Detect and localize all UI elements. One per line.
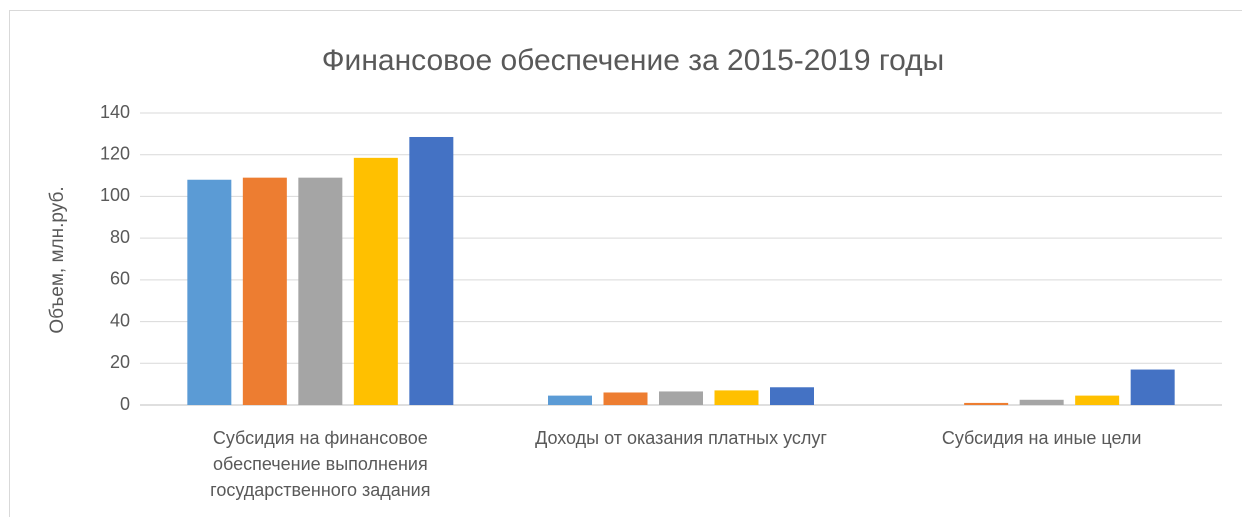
chart-border bbox=[9, 10, 1242, 517]
x-tick-label: Субсидия на финансовое обеспечение выпол… bbox=[210, 428, 431, 500]
bar bbox=[1075, 395, 1120, 405]
y-tick-label: 100 bbox=[100, 185, 130, 205]
bar bbox=[1130, 369, 1175, 405]
bar bbox=[242, 177, 287, 405]
x-tick-label: Субсидия на иные цели bbox=[941, 428, 1142, 448]
y-tick-label: 20 bbox=[110, 352, 130, 372]
chart-title: Финансовое обеспечение за 2015-2019 годы bbox=[322, 44, 944, 77]
bar bbox=[659, 391, 703, 405]
y-tick-label: 80 bbox=[110, 227, 130, 247]
bar bbox=[603, 392, 648, 405]
bar bbox=[1019, 399, 1064, 405]
bar bbox=[964, 402, 1009, 405]
y-tick-label: 140 bbox=[100, 102, 130, 122]
bar bbox=[548, 395, 592, 405]
y-tick-label: 60 bbox=[110, 269, 130, 289]
bar bbox=[714, 390, 759, 405]
bar bbox=[187, 179, 232, 405]
bar bbox=[298, 177, 343, 405]
bar bbox=[770, 387, 814, 405]
y-tick-label: 0 bbox=[120, 394, 130, 414]
y-tick-label: 40 bbox=[110, 310, 130, 330]
y-axis-label: Объем, млн.руб. bbox=[47, 186, 68, 333]
y-tick-label: 120 bbox=[100, 143, 130, 163]
x-tick-label: Доходы от оказания платных услуг bbox=[535, 428, 827, 448]
bar bbox=[409, 136, 454, 405]
bar bbox=[353, 157, 398, 405]
